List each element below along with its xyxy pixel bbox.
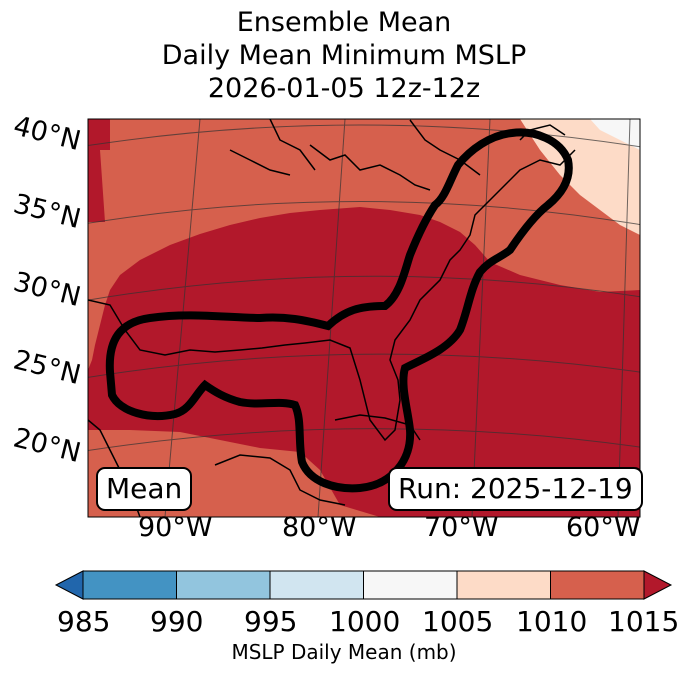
field-1015-main xyxy=(88,207,640,517)
colorbar-tick-1000: 1000 xyxy=(329,605,401,638)
colorbar-tick-985: 985 xyxy=(57,605,111,638)
colorbar-seg-1005 xyxy=(456,570,551,600)
colorbar-extend-high xyxy=(643,570,673,600)
colorbar xyxy=(54,570,673,600)
colorbar-seg-985 xyxy=(82,570,177,600)
field-1000 xyxy=(590,119,640,150)
colorbar-seg-1010 xyxy=(550,570,645,600)
title-line-1: Ensemble Mean xyxy=(236,7,452,38)
colorbar-label: MSLP Daily Mean (mb) xyxy=(231,640,457,664)
title-line-2: Daily Mean Minimum MSLP xyxy=(161,40,527,71)
colorbar-seg-990 xyxy=(176,570,271,600)
colorbar-tick-995: 995 xyxy=(244,605,298,638)
colorbar-extend-low xyxy=(54,570,84,600)
lon-label-70w: 70°W xyxy=(424,512,499,543)
lon-label-60w: 60°W xyxy=(566,512,641,543)
run-label-box: Run: 2025-12-19 xyxy=(388,467,643,511)
colorbar-tick-990: 990 xyxy=(150,605,204,638)
colorbar-seg-995 xyxy=(269,570,364,600)
colorbar-tick-1005: 1005 xyxy=(422,605,494,638)
colorbar-tick-1010: 1010 xyxy=(516,605,588,638)
field-1005 xyxy=(520,119,640,235)
title-line-3: 2026-01-05 12z-12z xyxy=(207,73,481,104)
ensemble-contour xyxy=(105,128,573,493)
lon-label-90w: 90°W xyxy=(138,512,213,543)
colorbar-tick-1015: 1015 xyxy=(608,605,680,638)
mean-label-box: Mean xyxy=(96,467,193,511)
colorbar-seg-1000 xyxy=(363,570,458,600)
lon-label-80w: 80°W xyxy=(282,512,357,543)
